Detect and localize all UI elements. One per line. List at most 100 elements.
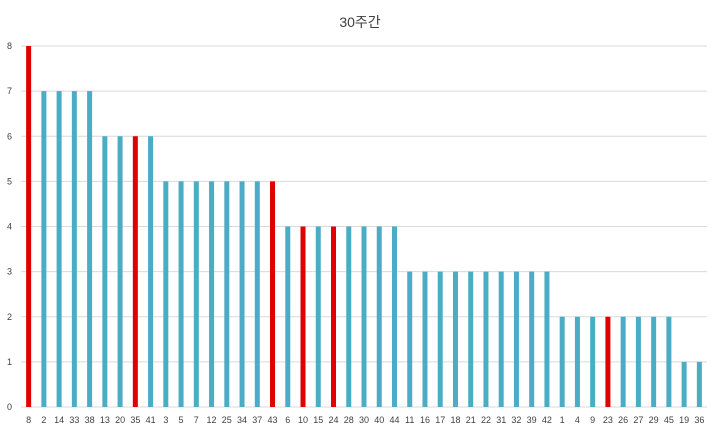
bar-10 <box>300 226 306 407</box>
bar-42 <box>544 271 550 407</box>
x-tick-label: 1 <box>560 415 565 425</box>
x-tick-label: 44 <box>389 415 399 425</box>
x-tick-label: 41 <box>146 415 156 425</box>
bar-38 <box>87 91 93 407</box>
x-tick-label: 20 <box>115 415 125 425</box>
x-tick-label: 30 <box>359 415 369 425</box>
x-tick-label: 36 <box>694 415 704 425</box>
bar-2 <box>41 91 47 407</box>
bar-15 <box>315 226 321 407</box>
x-tick-label: 35 <box>130 415 140 425</box>
bar-27 <box>635 316 641 407</box>
x-tick-label: 31 <box>496 415 506 425</box>
y-tick-label: 5 <box>7 176 12 186</box>
bar-5 <box>178 181 184 407</box>
bar-29 <box>651 316 657 407</box>
x-tick-label: 11 <box>405 415 414 425</box>
bar-45 <box>666 316 672 407</box>
x-tick-label: 5 <box>179 415 184 425</box>
bar-14 <box>56 91 62 407</box>
x-tick-label: 23 <box>603 415 613 425</box>
bar-40 <box>376 226 382 407</box>
bar-8 <box>26 46 32 407</box>
x-tick-label: 43 <box>268 415 278 425</box>
x-tick-label: 17 <box>435 415 445 425</box>
bar-12 <box>209 181 215 407</box>
x-tick-label: 33 <box>69 415 79 425</box>
bar-7 <box>193 181 199 407</box>
x-tick-label: 18 <box>450 415 460 425</box>
x-tick-label: 13 <box>100 415 110 425</box>
bar-43 <box>270 181 276 407</box>
bar-18 <box>452 271 458 407</box>
y-tick-label: 7 <box>7 86 12 96</box>
y-tick-label: 0 <box>7 402 12 412</box>
chart-title: 30주간 <box>339 14 381 30</box>
x-tick-label: 29 <box>649 415 659 425</box>
x-tick-label: 10 <box>298 415 308 425</box>
x-tick-label: 15 <box>313 415 323 425</box>
x-tick-label: 14 <box>54 415 64 425</box>
x-tick-label: 32 <box>511 415 521 425</box>
bar-23 <box>605 316 611 407</box>
bar-13 <box>102 136 108 407</box>
bar-3 <box>163 181 169 407</box>
y-tick-label: 1 <box>7 357 12 367</box>
x-tick-label: 9 <box>590 415 595 425</box>
bar-25 <box>224 181 230 407</box>
y-tick-label: 6 <box>7 131 12 141</box>
y-tick-label: 2 <box>7 312 12 322</box>
x-tick-label: 19 <box>679 415 689 425</box>
bar-31 <box>498 271 504 407</box>
x-tick-label: 25 <box>222 415 232 425</box>
bar-37 <box>254 181 260 407</box>
x-tick-label: 42 <box>542 415 552 425</box>
x-tick-label: 27 <box>633 415 643 425</box>
x-tick-label: 40 <box>374 415 384 425</box>
bar-20 <box>117 136 123 407</box>
x-tick-label: 8 <box>26 415 31 425</box>
x-tick-label: 34 <box>237 415 247 425</box>
bar-4 <box>574 316 580 407</box>
bar-24 <box>331 226 337 407</box>
bar-16 <box>422 271 428 407</box>
x-tick-label: 28 <box>344 415 354 425</box>
bar-6 <box>285 226 291 407</box>
x-tick-label: 2 <box>41 415 46 425</box>
x-tick-label: 3 <box>163 415 168 425</box>
x-tick-label: 4 <box>575 415 580 425</box>
x-tick-label: 16 <box>420 415 430 425</box>
bar-1 <box>559 316 565 407</box>
bar-19 <box>681 361 687 407</box>
x-tick-label: 39 <box>527 415 537 425</box>
x-tick-label: 26 <box>618 415 628 425</box>
x-tick-label: 6 <box>285 415 290 425</box>
bar-34 <box>239 181 245 407</box>
bar-44 <box>391 226 397 407</box>
bar-21 <box>468 271 474 407</box>
x-tick-label: 7 <box>194 415 199 425</box>
x-tick-label: 45 <box>664 415 674 425</box>
bar-35 <box>132 136 138 407</box>
bar-32 <box>513 271 519 407</box>
bar-17 <box>437 271 443 407</box>
bar-9 <box>590 316 596 407</box>
bar-39 <box>529 271 535 407</box>
bar-28 <box>346 226 352 407</box>
y-tick-label: 4 <box>7 222 12 232</box>
y-tick-label: 3 <box>7 267 12 277</box>
bar-22 <box>483 271 489 407</box>
x-tick-label: 37 <box>252 415 262 425</box>
bar-26 <box>620 316 626 407</box>
bar-30 <box>361 226 367 407</box>
bar-11 <box>407 271 413 407</box>
x-tick-label: 12 <box>207 415 217 425</box>
x-tick-label: 38 <box>85 415 95 425</box>
bar-36 <box>696 361 702 407</box>
y-tick-label: 8 <box>7 41 12 51</box>
x-tick-label: 24 <box>329 415 339 425</box>
x-tick-label: 21 <box>466 415 476 425</box>
bar-41 <box>148 136 154 407</box>
